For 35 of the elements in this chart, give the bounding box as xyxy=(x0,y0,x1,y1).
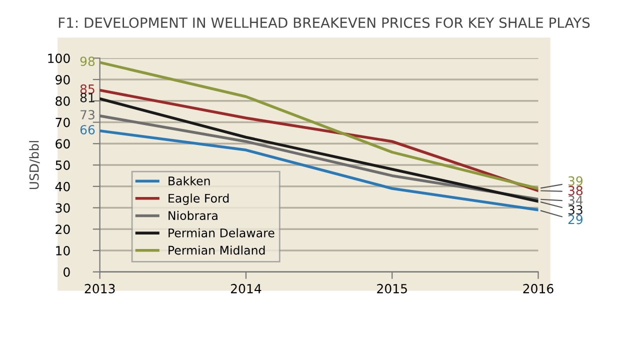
x-tick-label: 2013 xyxy=(84,284,115,294)
x-tick-label: 2016 xyxy=(523,284,554,294)
data-label: 85 xyxy=(80,84,94,94)
data-label: 81 xyxy=(80,92,94,102)
y-tick-label: 90 xyxy=(56,74,70,84)
x-tick-label: 2014 xyxy=(230,284,262,294)
y-tick-label: 0 xyxy=(64,267,70,277)
y-tick-label: 60 xyxy=(56,139,70,149)
data-label: 29 xyxy=(568,214,582,224)
y-tick-label: 40 xyxy=(55,182,70,192)
data-label: 33 xyxy=(568,205,582,215)
data-label: 38 xyxy=(568,186,583,196)
legend-label: Eagle Ford xyxy=(168,194,229,206)
y-axis-title: USD/bbl xyxy=(29,141,40,190)
data-label: 39 xyxy=(568,176,582,186)
data-label: 34 xyxy=(568,196,583,205)
data-label: 98 xyxy=(80,56,95,66)
line-series xyxy=(100,61,538,190)
y-tick-label: 20 xyxy=(56,224,70,234)
y-tick-label: 70 xyxy=(56,118,70,128)
data-label: 73 xyxy=(80,110,94,120)
y-tick-label: 10 xyxy=(56,246,70,256)
y-tick-label: 30 xyxy=(56,203,70,213)
line-series xyxy=(100,97,538,203)
y-tick-label: 50 xyxy=(56,160,70,170)
legend-label: Niobrara xyxy=(168,210,218,220)
line-series xyxy=(100,129,538,212)
y-tick-label: 100 xyxy=(48,54,70,64)
data-label: 66 xyxy=(80,124,95,134)
y-tick-label: 80 xyxy=(56,96,70,106)
x-tick-label: 2015 xyxy=(377,284,407,294)
legend-label: Permian Delaware xyxy=(168,228,274,238)
legend-label: Bakken xyxy=(168,176,210,186)
legend-label: Permian Midland xyxy=(168,246,265,255)
chart-title: F1: DEVELOPMENT IN WELLHEAD BREAKEVEN PRICES FOR KEY SHALE PLAYS xyxy=(58,17,590,28)
